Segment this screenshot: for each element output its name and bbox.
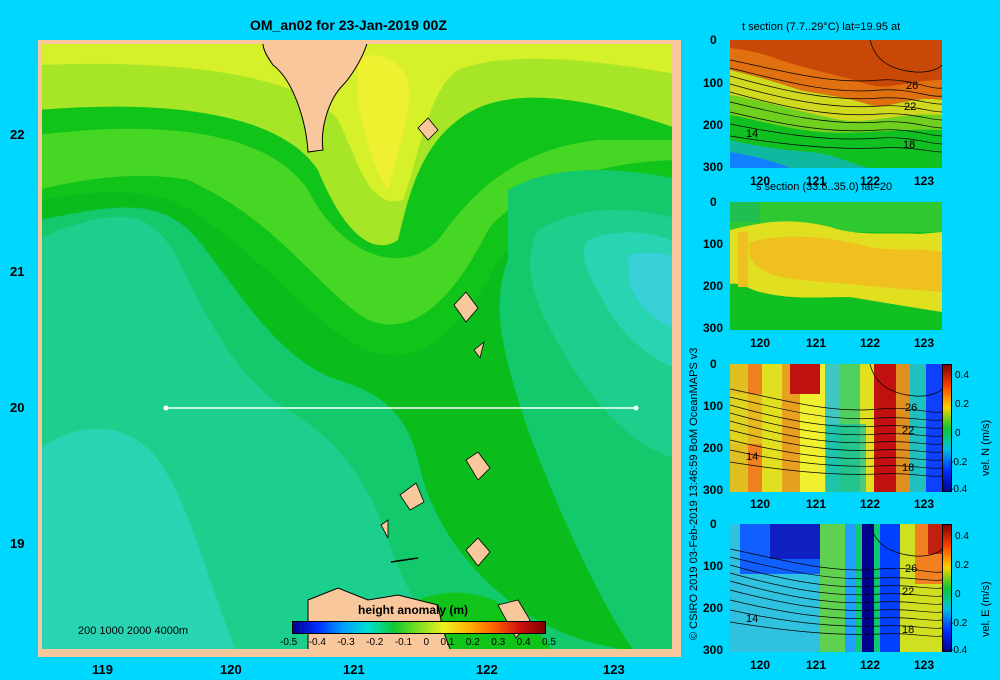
- e-section-plot: [730, 524, 942, 652]
- p3-x-121: 121: [806, 497, 827, 511]
- cbar-tick: -0.5: [280, 637, 298, 648]
- p2-y-0: 0: [710, 195, 717, 209]
- section-start-marker: [163, 405, 169, 411]
- x-tick-120: 120: [220, 662, 242, 677]
- t-contour-18: 18: [903, 139, 916, 151]
- x-tick-121: 121: [343, 662, 365, 677]
- e-cbar-tick: 0.2: [955, 560, 969, 571]
- x-tick-119: 119: [92, 662, 113, 677]
- p4-y-0: 0: [710, 517, 717, 531]
- cbar-tick: 0: [423, 637, 430, 648]
- p4-y-100: 100: [703, 559, 724, 573]
- cbar-tick: 0.1: [440, 637, 455, 648]
- p4-x-121: 121: [806, 658, 827, 672]
- p3-x-120: 120: [750, 497, 771, 511]
- p2-x-120: 120: [750, 336, 771, 350]
- e-colorbar: [942, 524, 952, 652]
- cbar-tick: 0.2: [465, 637, 480, 648]
- s-section-title: s section (33.6..35.0) lat=20: [756, 181, 893, 193]
- s-section-plot: [730, 202, 942, 330]
- p2-y-100: 100: [703, 237, 724, 251]
- colorbar: [292, 621, 546, 634]
- p2-y-200: 200: [703, 279, 724, 293]
- n-contour-22: 22: [902, 425, 915, 437]
- n-cbar-tick: 0: [955, 428, 961, 439]
- e-contour-26: 26: [905, 563, 918, 575]
- t-section-plot: [730, 40, 942, 168]
- cbar-tick: -0.4: [308, 637, 326, 648]
- p1-x-123: 123: [914, 174, 935, 188]
- x-tick-122: 122: [476, 662, 498, 677]
- e-contour-18: 18: [902, 624, 915, 636]
- p1-y-100: 100: [703, 76, 724, 90]
- y-tick-22: 22: [10, 127, 25, 142]
- cbar-tick: -0.1: [394, 637, 413, 648]
- t-section-title: t section (7.7..29°C) lat=19.95 at: [742, 21, 901, 33]
- p4-x-120: 120: [750, 658, 771, 672]
- p2-x-123: 123: [914, 336, 935, 350]
- y-tick-19: 19: [10, 536, 25, 551]
- p3-y-100: 100: [703, 399, 724, 413]
- credit-text: © CSIRO 2019 03-Feb-2019 13:46:59 BoM Oc…: [688, 347, 700, 640]
- e-cbar-tick: 0.4: [955, 531, 969, 542]
- e-contour-22: 22: [902, 586, 915, 598]
- e-contour-14: 14: [746, 613, 759, 625]
- p4-x-123: 123: [914, 658, 935, 672]
- depth-legend: 200 1000 2000 4000m: [78, 625, 189, 637]
- n-cbar-label: vel. N (m/s): [980, 419, 992, 476]
- t-contour-22: 22: [904, 101, 917, 113]
- e-cbar-label: vel. E (m/s): [980, 581, 992, 637]
- p2-x-121: 121: [806, 336, 827, 350]
- n-contour-14: 14: [746, 451, 759, 463]
- t-contour-14: 14: [746, 128, 759, 140]
- p2-y-300: 300: [703, 321, 724, 335]
- p1-y-0: 0: [710, 33, 717, 47]
- p1-y-200: 200: [703, 118, 724, 132]
- map-title: OM_an02 for 23-Jan-2019 00Z: [250, 17, 447, 33]
- y-tick-21: 21: [10, 264, 25, 279]
- map-plot: [38, 40, 681, 657]
- e-cbar-tick: 0: [955, 589, 961, 600]
- n-cbar-tick: 0.4: [955, 370, 969, 381]
- cbar-tick: 0.3: [491, 637, 506, 648]
- t-contour-26: 26: [906, 80, 919, 92]
- p1-x-120: 120: [750, 174, 771, 188]
- p4-y-300: 300: [703, 643, 724, 657]
- y-tick-20: 20: [10, 400, 25, 415]
- p1-y-300: 300: [703, 160, 724, 174]
- p3-y-300: 300: [703, 483, 724, 497]
- colorbar-title: height anomaly (m): [358, 603, 469, 617]
- p1-x-121: 121: [806, 174, 827, 188]
- cbar-tick: -0.2: [366, 637, 384, 648]
- p3-y-200: 200: [703, 441, 724, 455]
- n-colorbar: [942, 364, 952, 492]
- n-cbar-tick: -0.2: [950, 457, 968, 468]
- n-contour-18: 18: [902, 462, 915, 474]
- e-cbar-tick: -0.2: [950, 618, 968, 629]
- x-tick-123: 123: [603, 662, 625, 677]
- cbar-tick: 0.5: [542, 637, 556, 648]
- p3-y-0: 0: [710, 357, 717, 371]
- cbar-tick: -0.3: [337, 637, 355, 648]
- e-cbar-tick: -0.4: [950, 645, 968, 656]
- p4-y-200: 200: [703, 601, 724, 615]
- n-section-plot: [730, 364, 942, 492]
- n-cbar-tick: 0.2: [955, 399, 969, 410]
- p2-x-122: 122: [860, 336, 881, 350]
- p3-x-123: 123: [914, 497, 935, 511]
- p1-x-122: 122: [860, 174, 881, 188]
- p3-x-122: 122: [860, 497, 881, 511]
- p4-x-122: 122: [860, 658, 881, 672]
- section-end-marker: [633, 405, 639, 411]
- colorbar-ticks: -0.5 -0.4 -0.3 -0.2 -0.1 0 0.1 0.2 0.3 0…: [280, 637, 556, 648]
- cbar-tick: 0.4: [516, 637, 531, 648]
- n-contour-26: 26: [905, 402, 918, 414]
- n-cbar-tick: -0.4: [950, 484, 968, 495]
